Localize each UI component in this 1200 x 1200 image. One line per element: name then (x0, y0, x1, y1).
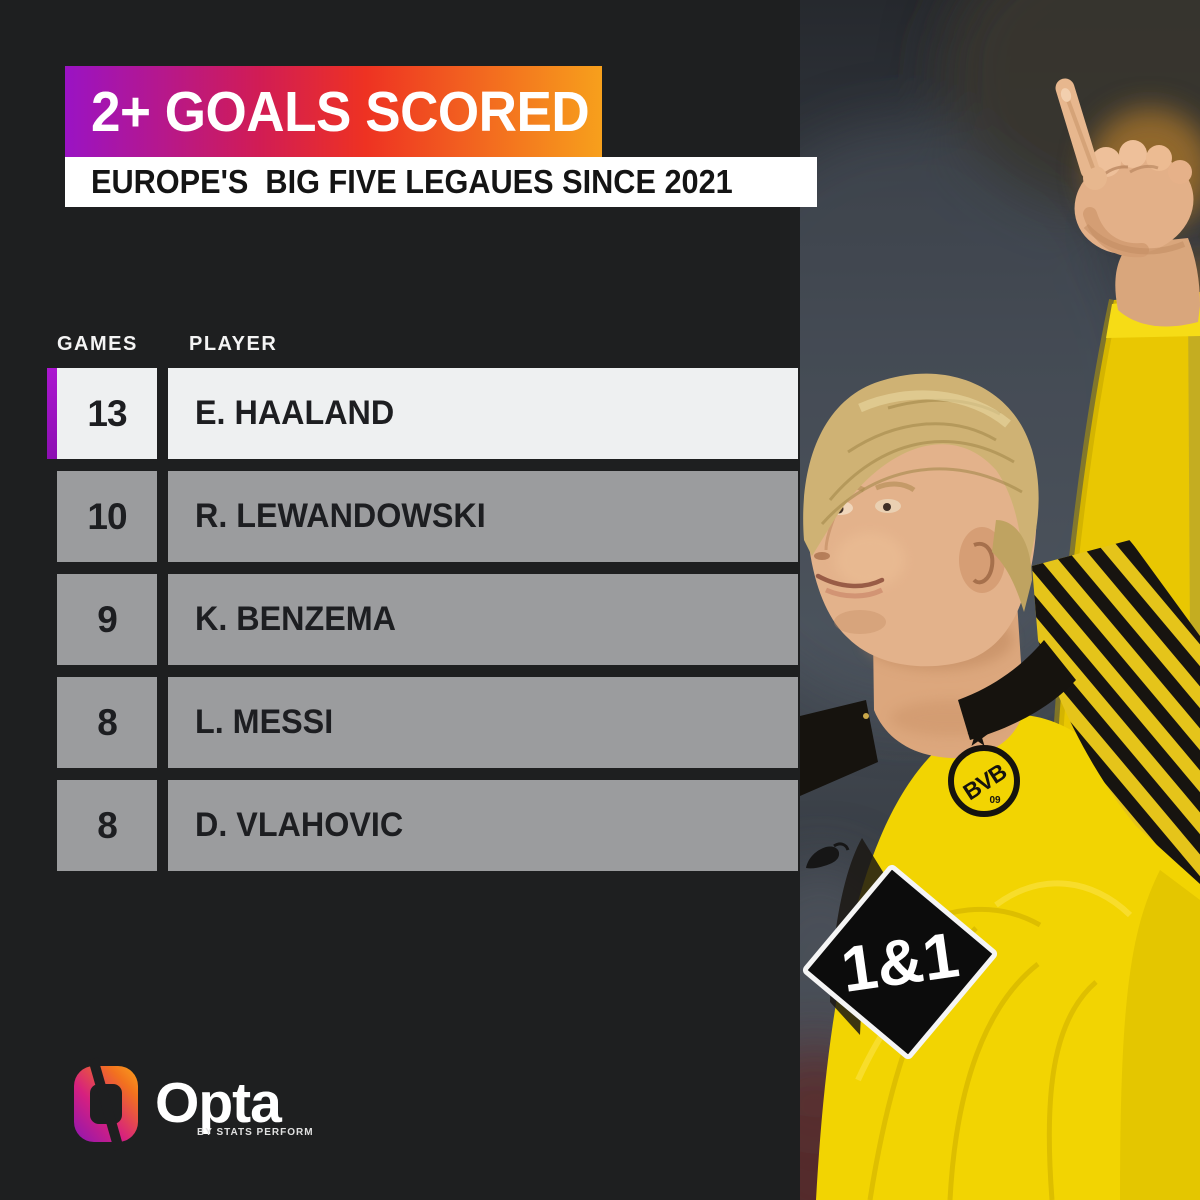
sponsor-text: 1&1 (837, 918, 963, 1006)
games-cell: 9 (57, 574, 157, 665)
table-row-messi: 8 L. MESSI (47, 677, 798, 768)
page-title: 2+ GOALS SCORED (91, 79, 590, 144)
player-name: E. HAALAND (195, 394, 395, 432)
player-cell: R. LEWANDOWSKI (168, 471, 798, 562)
opta-wordmark: Opta (155, 1071, 282, 1135)
page-subtitle: EUROPE'S BIG FIVE LEGAUES SINCE 2021 (91, 163, 733, 200)
opta-tagline: BY STATS PERFORM (197, 1127, 314, 1138)
player-name: R. LEWANDOWSKI (195, 497, 486, 535)
table-row-benzema: 9 K. BENZEMA (47, 574, 798, 665)
title-banner: 2+ GOALS SCORED (65, 66, 602, 157)
haaland-photo-art: BVB 09 1&1 (670, 0, 1200, 1200)
sponsor-patch: 1&1 (802, 864, 998, 1060)
player-cell: D. VLAHOVIC (168, 780, 798, 871)
games-cell: 8 (57, 780, 157, 871)
table-row-haaland: 13 E. HAALAND (47, 368, 798, 459)
crest-number: 09 (989, 795, 1001, 806)
games-value: 8 (97, 804, 118, 846)
opta-logo-icon (74, 1057, 138, 1151)
column-header-player: PLAYER (189, 333, 278, 355)
haaland-figure: BVB 09 1&1 (800, 78, 1200, 1200)
player-name: D. VLAHOVIC (195, 806, 404, 844)
games-value: 13 (87, 392, 127, 434)
games-cell: 13 (57, 368, 157, 459)
haaland-head (803, 373, 1039, 667)
games-cell: 10 (57, 471, 157, 562)
games-value: 8 (97, 701, 118, 743)
pointing-hand (1055, 78, 1194, 258)
bvb-crest: BVB 09 (948, 745, 1020, 817)
subtitle-bar: EUROPE'S BIG FIVE LEGAUES SINCE 2021 (65, 157, 817, 207)
player-photo: BVB 09 1&1 (670, 0, 1200, 1200)
games-value: 9 (97, 598, 118, 640)
crest-star-icon (967, 726, 989, 746)
games-cell: 8 (57, 677, 157, 768)
player-cell: L. MESSI (168, 677, 798, 768)
games-value: 10 (87, 495, 127, 537)
player-name: K. BENZEMA (195, 600, 396, 638)
player-name: L. MESSI (195, 703, 334, 741)
column-header-games: GAMES (57, 333, 138, 355)
highlight-accent-bar (47, 368, 57, 459)
table-row-lewandowski: 10 R. LEWANDOWSKI (47, 471, 798, 562)
player-cell: K. BENZEMA (168, 574, 798, 665)
player-cell: E. HAALAND (168, 368, 798, 459)
puma-logo-icon (806, 842, 850, 869)
table-row-vlahovic: 8 D. VLAHOVIC (47, 780, 798, 871)
